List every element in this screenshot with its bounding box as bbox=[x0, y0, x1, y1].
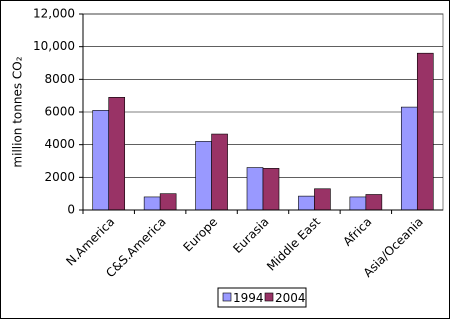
bar bbox=[246, 167, 264, 211]
bar bbox=[349, 196, 367, 211]
legend-label: 2004 bbox=[275, 291, 306, 305]
y-tick-label: 8000 bbox=[44, 72, 75, 86]
y-tick-label: 12,000 bbox=[33, 7, 75, 21]
bar bbox=[262, 168, 280, 211]
bar bbox=[211, 133, 228, 211]
bar bbox=[416, 52, 434, 211]
bar bbox=[400, 106, 418, 211]
y-tick-label: 2000 bbox=[44, 170, 75, 184]
bar bbox=[108, 97, 126, 211]
y-axis-label: million tonnes CO₂ bbox=[11, 56, 25, 167]
legend-swatch bbox=[264, 292, 274, 302]
legend-swatch bbox=[222, 292, 232, 302]
y-tick-label: 0 bbox=[67, 203, 75, 217]
bar bbox=[159, 193, 177, 211]
bar bbox=[195, 141, 212, 211]
bar bbox=[298, 195, 315, 211]
bar bbox=[143, 196, 161, 211]
legend-box bbox=[217, 287, 307, 308]
legend-label: 1994 bbox=[233, 291, 264, 305]
bar bbox=[314, 188, 331, 211]
y-tick-label: 10,000 bbox=[33, 39, 75, 53]
bar bbox=[92, 110, 110, 211]
y-tick-label: 4000 bbox=[44, 137, 75, 151]
y-tick-label: 6000 bbox=[44, 105, 75, 119]
bar bbox=[365, 194, 383, 211]
